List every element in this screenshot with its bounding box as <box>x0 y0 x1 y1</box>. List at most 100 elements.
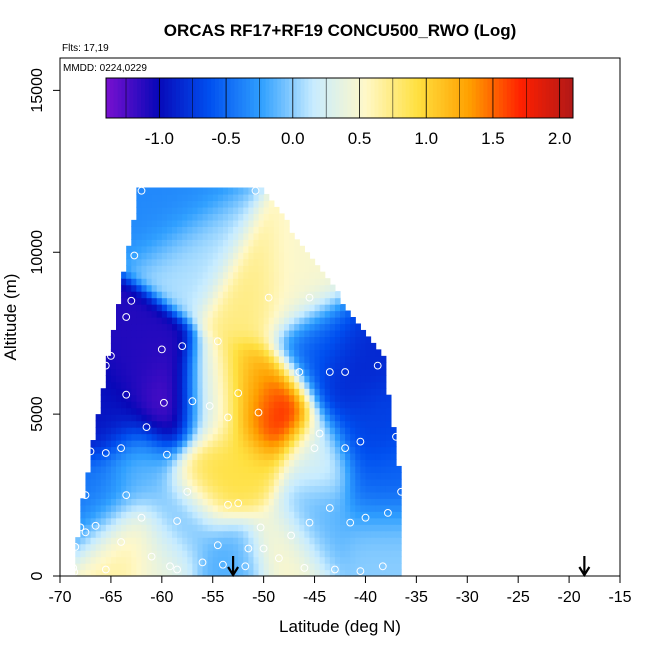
field-cell <box>222 193 229 202</box>
field-cell <box>284 329 290 338</box>
field-cell <box>268 368 275 376</box>
field-cell <box>146 563 153 571</box>
field-cell <box>105 381 112 389</box>
field-cell <box>299 278 305 286</box>
field-cell <box>141 459 148 467</box>
field-cell <box>156 245 163 253</box>
field-cell <box>151 517 158 525</box>
field-cell <box>192 265 199 273</box>
field-cell <box>340 407 346 415</box>
field-cell <box>329 349 336 357</box>
field-cell <box>345 537 351 545</box>
field-cell <box>136 491 143 499</box>
colorbar-segment <box>129 78 134 118</box>
colorbar-segment <box>417 78 422 118</box>
field-cell <box>222 187 229 195</box>
field-cell <box>370 511 377 519</box>
field-cell <box>110 491 117 499</box>
field-cell <box>197 407 204 415</box>
field-cell <box>126 317 132 325</box>
field-cell <box>380 362 387 370</box>
field-cell <box>380 472 387 480</box>
field-cell <box>248 349 255 357</box>
field-cell <box>263 317 270 325</box>
colorbar-segment <box>176 78 181 118</box>
field-cell <box>278 485 285 493</box>
field-cell <box>126 433 132 441</box>
field-cell <box>233 446 239 454</box>
y-tick-label: 5000 <box>29 396 46 432</box>
field-cell <box>116 543 122 551</box>
plot-frame <box>59 57 621 577</box>
field-cell <box>319 465 326 473</box>
field-cell <box>380 524 387 532</box>
field-cell <box>360 550 367 558</box>
field-cell <box>105 452 112 461</box>
field-cell <box>182 265 188 273</box>
field-cell <box>177 420 183 428</box>
field-cell <box>324 291 331 299</box>
field-cell <box>340 569 346 577</box>
observation-point <box>254 408 263 417</box>
field-cell <box>172 485 178 493</box>
field-cell <box>146 388 153 396</box>
field-cell <box>126 271 132 279</box>
field-cell <box>136 550 143 558</box>
field-cell <box>365 401 372 409</box>
field-cell <box>390 465 397 473</box>
field-cell <box>294 491 300 499</box>
field-cell <box>126 459 132 467</box>
field-cell <box>121 472 127 480</box>
field-cell <box>151 504 158 512</box>
field-cell <box>355 478 361 486</box>
field-cell <box>228 317 234 325</box>
field-cell <box>212 394 219 402</box>
field-cell <box>248 394 255 402</box>
observation-point <box>325 368 334 376</box>
field-cell <box>263 427 270 435</box>
field-cell <box>284 252 290 260</box>
colorbar-segment <box>144 78 150 118</box>
colorbar-segment <box>179 78 185 118</box>
field-cell <box>238 524 244 532</box>
field-cell <box>329 304 336 312</box>
field-cell <box>121 278 127 286</box>
field-cell <box>100 524 107 532</box>
field-cell <box>278 537 285 545</box>
field-cell <box>299 245 305 253</box>
field-cell <box>248 252 255 260</box>
field-cell <box>228 511 234 519</box>
field-cell <box>131 556 137 564</box>
field-cell <box>141 310 148 318</box>
field-cell <box>161 362 168 370</box>
colorbar-segment <box>429 78 434 118</box>
field-cell <box>192 355 199 363</box>
field-cell <box>258 504 265 512</box>
observation-point <box>397 487 406 496</box>
field-cell <box>278 265 285 273</box>
field-cell <box>294 362 300 370</box>
field-cell <box>355 323 361 331</box>
field-cell <box>355 530 361 538</box>
field-cell <box>141 206 148 215</box>
field-cell <box>268 504 275 512</box>
field-cell <box>141 349 148 357</box>
field-cell <box>212 491 219 499</box>
field-cell <box>212 388 219 396</box>
observation-point <box>275 554 283 563</box>
field-cell <box>263 200 270 208</box>
colorbar-segment <box>502 78 508 118</box>
field-cell <box>273 478 280 486</box>
field-cell <box>131 511 137 519</box>
field-cell <box>294 530 300 538</box>
field-cell <box>192 193 199 202</box>
field-cell <box>141 226 148 234</box>
field-cell <box>273 342 280 350</box>
field-cell <box>161 278 168 286</box>
field-cell <box>268 284 275 292</box>
field-cell <box>248 355 255 363</box>
field-cell <box>375 375 382 383</box>
field-cell <box>390 537 397 545</box>
field-cell <box>268 543 275 551</box>
field-cell <box>197 498 204 506</box>
